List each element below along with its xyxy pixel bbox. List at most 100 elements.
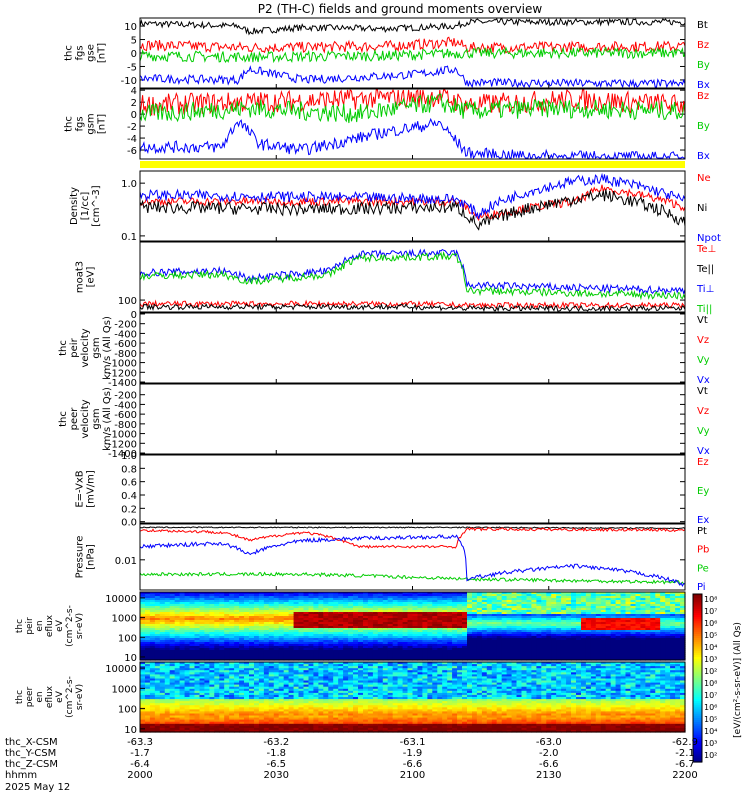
- spec-cell: [457, 656, 463, 659]
- spec-cell: [501, 654, 508, 657]
- spec-cell: [249, 701, 255, 704]
- spec-cell: [590, 642, 597, 645]
- spec-cell: [229, 725, 235, 729]
- spec-cell: [397, 614, 404, 617]
- spec-cell: [491, 614, 498, 617]
- spec-cell: [655, 648, 661, 651]
- spec-cell: [645, 640, 651, 643]
- spec-cell: [333, 628, 339, 631]
- spec-cell: [224, 608, 230, 611]
- spec-cell: [244, 606, 250, 609]
- spec-cell: [571, 636, 577, 639]
- spec-cell: [417, 604, 424, 607]
- spec-cell: [140, 664, 146, 667]
- spec-cell: [506, 630, 513, 633]
- spec-cell: [501, 646, 508, 649]
- spec-cell: [680, 628, 686, 631]
- spec-cell: [506, 624, 513, 627]
- spec-cell: [680, 632, 686, 635]
- legend-Ti: Ti⊥: [696, 284, 714, 295]
- spec-cell: [209, 600, 215, 603]
- spec-cell: [199, 624, 206, 627]
- spec-cell: [179, 602, 186, 605]
- spec-cell: [610, 642, 617, 645]
- spec-cell: [308, 608, 315, 611]
- spec-cell: [298, 640, 305, 643]
- spec-cell: [496, 642, 503, 645]
- spec-cell: [387, 610, 394, 613]
- spec-cell: [293, 616, 300, 619]
- spec-cell: [140, 594, 146, 597]
- spec-cell: [348, 632, 354, 635]
- spec-cell: [625, 634, 632, 637]
- spec-cell: [338, 592, 344, 595]
- spec-cell: [571, 648, 577, 651]
- spec-cell: [268, 616, 275, 619]
- spec-cell: [581, 602, 587, 605]
- spec-cell: [179, 632, 186, 635]
- spec-cell: [184, 610, 191, 613]
- spec-cell: [363, 594, 369, 597]
- spec-cell: [145, 606, 151, 609]
- spec-cell: [328, 650, 334, 653]
- spec-cell: [581, 606, 587, 609]
- spec-cell: [581, 646, 587, 649]
- spec-cell: [655, 646, 661, 649]
- spec-cell: [214, 707, 220, 710]
- spec-cell: [308, 626, 315, 629]
- spec-cell: [610, 626, 617, 629]
- spec-cell: [585, 642, 592, 645]
- spec-cell: [476, 650, 483, 653]
- spec-cell: [174, 672, 181, 675]
- spec-cell: [224, 682, 230, 686]
- spec-cell: [363, 632, 369, 635]
- spec-cell: [447, 630, 453, 633]
- spec-cell: [179, 713, 186, 717]
- spec-cell: [472, 600, 478, 603]
- spec-cell: [576, 592, 582, 595]
- spec-cell: [605, 636, 612, 639]
- spec-cell: [268, 608, 275, 611]
- spec-cell: [273, 680, 280, 684]
- spec-cell: [635, 652, 642, 655]
- spec-cell: [382, 592, 389, 595]
- spec-cell: [219, 678, 225, 682]
- spec-cell: [576, 606, 582, 609]
- spec-cell: [343, 640, 349, 643]
- spec-cell: [367, 650, 374, 653]
- spec-cell: [219, 672, 225, 675]
- spec-cell: [546, 634, 552, 637]
- spec-cell: [145, 670, 151, 673]
- spec-cell: [214, 686, 220, 690]
- spec-cell: [164, 713, 171, 717]
- spec-cell: [447, 652, 453, 655]
- spec-cell: [140, 723, 146, 727]
- spec-cell: [273, 594, 280, 597]
- spec-cell: [581, 648, 587, 651]
- spec-cell: [303, 592, 310, 595]
- spec-cell: [154, 682, 161, 686]
- spec-cell: [566, 654, 572, 657]
- spec-cell: [273, 690, 280, 694]
- spec-cell: [506, 602, 513, 605]
- spec-cell: [392, 644, 399, 647]
- spec-cell: [372, 652, 379, 655]
- spec-cell: [338, 610, 344, 613]
- spec-cell: [486, 620, 493, 623]
- spec-cell: [437, 622, 443, 625]
- spec-cell: [303, 652, 310, 655]
- spec-cell: [184, 630, 191, 633]
- spec-cell: [234, 688, 240, 692]
- spec-cell: [303, 654, 310, 657]
- spec-cell: [561, 614, 567, 617]
- spec-cell: [571, 640, 577, 643]
- spec-cell: [249, 670, 255, 673]
- spec-cell: [174, 727, 181, 731]
- spec-cell: [219, 674, 225, 678]
- spec-cell: [273, 692, 280, 696]
- spec-cell: [353, 624, 359, 627]
- spec-cell: [377, 632, 384, 635]
- spec-cell: [387, 632, 394, 635]
- spec-cell: [650, 618, 656, 621]
- spec-cell: [437, 654, 443, 657]
